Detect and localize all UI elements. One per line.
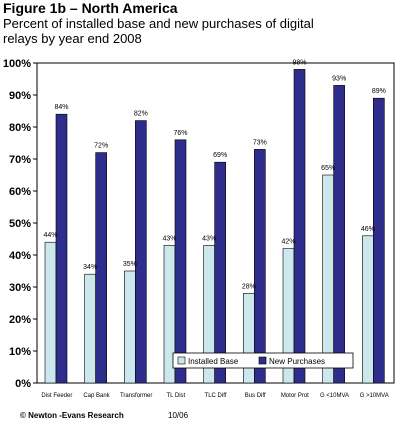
- y-tick-label: 30%: [9, 282, 31, 294]
- legend-swatch-new-purchases: [258, 356, 267, 365]
- bar-new-purchases: [135, 120, 147, 384]
- bar-installed-base: [124, 270, 136, 384]
- bar-installed-base: [362, 235, 374, 384]
- data-label-installed-base: 34%: [83, 264, 97, 271]
- bar-new-purchases: [293, 69, 306, 384]
- y-tick-label: 20%: [9, 314, 31, 326]
- y-tick-label: 10%: [9, 346, 31, 358]
- data-label-new-purchases: 98%: [292, 59, 306, 66]
- y-tick-label: 80%: [9, 122, 31, 134]
- y-tick-label: 40%: [9, 250, 31, 262]
- data-label-new-purchases: 84%: [54, 104, 68, 111]
- data-label-installed-base: 28%: [242, 283, 256, 290]
- data-label-new-purchases: 89%: [372, 88, 386, 95]
- legend-label-installed-base: Installed Base: [188, 357, 239, 366]
- x-tick-label: TLC Diff: [205, 393, 227, 399]
- bar-installed-base: [44, 241, 57, 384]
- data-label-installed-base: 44%: [43, 232, 57, 239]
- y-tick-label: 100%: [3, 58, 31, 70]
- y-tick-label: 90%: [9, 90, 31, 102]
- data-label-installed-base: 65%: [321, 165, 335, 172]
- data-label-installed-base: 43%: [162, 235, 176, 242]
- footer-date: 10/06: [168, 411, 189, 420]
- bar-installed-base: [322, 174, 334, 384]
- data-label-installed-base: 35%: [123, 261, 137, 268]
- bar-new-purchases: [333, 85, 345, 384]
- legend-label-new-purchases: New Purchases: [269, 357, 325, 366]
- y-tick-label: 50%: [9, 218, 31, 230]
- data-label-installed-base: 43%: [202, 235, 216, 242]
- data-label-installed-base: 42%: [281, 239, 295, 246]
- data-label-new-purchases: 76%: [173, 130, 187, 137]
- x-tick-label: Motor Prot: [281, 393, 309, 399]
- x-tick-label: Bus Diff: [245, 393, 266, 399]
- y-tick-label: 70%: [9, 154, 31, 166]
- x-tick-label: Transformer: [120, 393, 152, 399]
- data-label-new-purchases: 69%: [213, 152, 227, 159]
- bar-new-purchases: [95, 152, 107, 384]
- bar-new-purchases: [174, 139, 187, 384]
- data-label-new-purchases: 93%: [332, 75, 346, 82]
- x-tick-label: Cap Bank: [83, 393, 110, 399]
- bar-new-purchases: [214, 161, 226, 384]
- y-tick-label: 60%: [9, 186, 31, 198]
- data-label-installed-base: 46%: [361, 226, 375, 233]
- bar-installed-base: [243, 293, 255, 384]
- x-tick-label: G >10MVA: [360, 393, 389, 399]
- x-tick-label: G <10MVA: [320, 393, 349, 399]
- footer-credit: © Newton -Evans Research: [20, 411, 124, 420]
- data-label-new-purchases: 82%: [134, 111, 148, 118]
- figure-subtitle: Percent of installed base and new purcha…: [3, 16, 314, 46]
- x-tick-label: Dist Feeder: [41, 393, 72, 399]
- bar-new-purchases: [254, 149, 266, 384]
- y-tick-label: 0%: [15, 378, 31, 390]
- bar-installed-base: [84, 273, 96, 384]
- data-label-new-purchases: 72%: [94, 143, 108, 150]
- data-label-new-purchases: 73%: [253, 139, 267, 146]
- legend-swatch-installed-base: [177, 356, 186, 365]
- bar-new-purchases: [55, 113, 68, 384]
- x-tick-label: TL Dist: [166, 393, 185, 399]
- bar-new-purchases: [373, 97, 385, 384]
- figure-title: Figure 1b – North America: [3, 0, 178, 16]
